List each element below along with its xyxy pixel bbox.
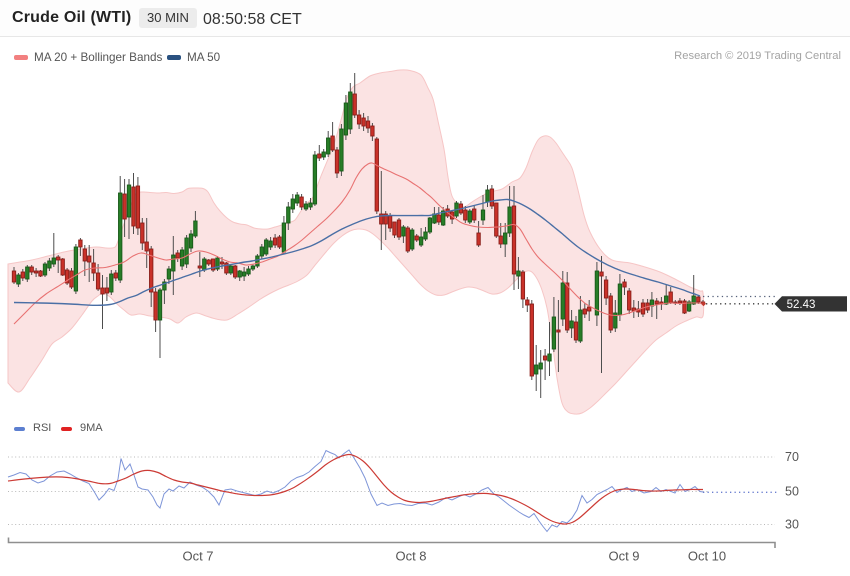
svg-text:52.43: 52.43 xyxy=(787,299,816,311)
svg-text:Oct 7: Oct 7 xyxy=(182,549,213,564)
svg-text:Oct 8: Oct 8 xyxy=(395,549,426,564)
svg-text:70: 70 xyxy=(785,450,799,464)
svg-text:50: 50 xyxy=(785,485,799,499)
svg-text:30: 30 xyxy=(785,518,799,532)
svg-text:Oct 10: Oct 10 xyxy=(688,549,726,564)
svg-text:Oct 9: Oct 9 xyxy=(608,549,639,564)
